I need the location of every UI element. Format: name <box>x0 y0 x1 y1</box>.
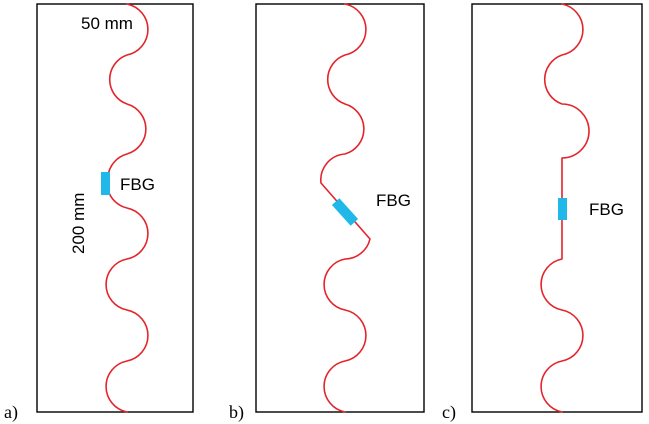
panel-b-fiber <box>320 3 371 413</box>
panel-a-letter: a) <box>4 402 18 423</box>
panel-b-fbg-sensor <box>331 198 359 226</box>
panel-a: FBG 50 mm 200 mm a) <box>4 3 194 423</box>
panel-a-frame <box>36 3 194 413</box>
panel-a-height-label: 200 mm <box>69 193 88 254</box>
panel-b-frame <box>255 3 425 413</box>
panel-c-letter: c) <box>442 402 456 423</box>
panel-a-width-label: 50 mm <box>81 14 133 33</box>
panel-c: FBG c) <box>442 3 643 423</box>
panel-c-frame <box>471 3 643 413</box>
panel-b-letter: b) <box>229 402 244 423</box>
panel-a-fbg-label: FBG <box>120 175 155 194</box>
panel-c-fbg-sensor <box>558 198 567 220</box>
panel-a-fbg-sensor <box>101 172 110 195</box>
panel-b: FBG b) <box>229 3 425 423</box>
panel-b-fbg-label: FBG <box>376 191 411 210</box>
panel-a-fiber <box>105 3 149 413</box>
panel-c-fiber <box>540 3 590 413</box>
panel-c-fbg-label: FBG <box>589 200 624 219</box>
